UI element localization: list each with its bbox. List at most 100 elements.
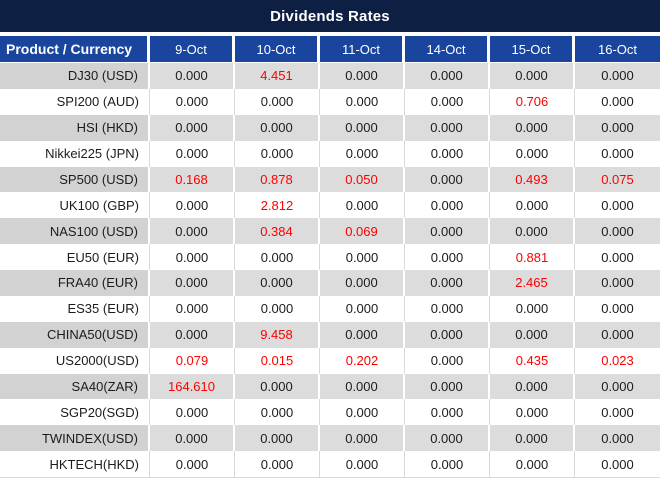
value-cell: 0.000 xyxy=(235,425,320,452)
value-cell: 0.069 xyxy=(320,218,405,245)
value-cell: 0.000 xyxy=(150,321,235,348)
value-cell: 0.000 xyxy=(320,295,405,322)
value-cell: 0.000 xyxy=(235,270,320,296)
table-row: UK100 (GBP) 0.000 2.812 0.000 0.000 0.000 0.00… xyxy=(0,192,660,219)
value-cell: 0.000 xyxy=(405,321,490,348)
value-cell: 0.000 xyxy=(575,63,660,89)
value-cell: 0.000 xyxy=(575,88,660,115)
value-cell: 0.493 xyxy=(490,166,575,193)
value-cell: 0.000 xyxy=(575,295,660,322)
product-cell: SP500 (USD) xyxy=(0,166,150,193)
dividends-table-body: DJ30 (USD) 0.000 4.451 0.000 0.000 0.000 0.000… xyxy=(0,63,660,478)
value-cell: 0.000 xyxy=(575,321,660,348)
value-cell: 0.000 xyxy=(235,114,320,141)
value-cell: 0.000 xyxy=(490,114,575,141)
product-cell: EU50 (EUR) xyxy=(0,244,150,270)
value-cell: 0.000 xyxy=(405,373,490,400)
table-row: SGP20(SGD) 0.000 0.000 0.000 0.000 0.000 0.000 xyxy=(0,399,660,426)
value-cell: 0.000 xyxy=(320,140,405,167)
value-cell: 0.000 xyxy=(150,399,235,426)
table-row: EU50 (EUR) 0.000 0.000 0.000 0.000 0.881 0.000 xyxy=(0,244,660,270)
product-cell: Nikkei225 (JPN) xyxy=(0,140,150,167)
product-cell: HSI (HKD) xyxy=(0,114,150,141)
value-cell: 0.000 xyxy=(405,270,490,296)
value-cell: 0.881 xyxy=(490,244,575,270)
value-cell: 0.000 xyxy=(575,451,660,477)
value-cell: 0.000 xyxy=(575,114,660,141)
panel-title-bar: Dividends Rates xyxy=(0,0,660,32)
product-cell: UK100 (GBP) xyxy=(0,192,150,219)
value-cell: 0.000 xyxy=(490,218,575,245)
value-cell: 164.610 xyxy=(150,373,235,400)
value-cell: 0.023 xyxy=(575,347,660,374)
value-cell: 0.384 xyxy=(235,218,320,245)
table-row: HKTECH(HKD) 0.000 0.000 0.000 0.000 0.000 0.00… xyxy=(0,451,660,478)
value-cell: 0.000 xyxy=(320,451,405,477)
table-row: SPI200 (AUD) 0.000 0.000 0.000 0.000 0.706 0.0… xyxy=(0,88,660,115)
value-cell: 0.000 xyxy=(235,451,320,477)
product-cell: DJ30 (USD) xyxy=(0,63,150,89)
value-cell: 0.000 xyxy=(490,425,575,452)
value-cell: 0.000 xyxy=(150,244,235,270)
value-cell: 0.000 xyxy=(150,63,235,89)
value-cell: 0.435 xyxy=(490,347,575,374)
value-cell: 0.000 xyxy=(150,218,235,245)
value-cell: 0.000 xyxy=(490,399,575,426)
value-cell: 4.451 xyxy=(235,63,320,89)
value-cell: 0.000 xyxy=(490,63,575,89)
table-row: SA40(ZAR) 164.610 0.000 0.000 0.000 0.000 0.00… xyxy=(0,373,660,400)
value-cell: 0.168 xyxy=(150,166,235,193)
value-cell: 0.000 xyxy=(235,295,320,322)
value-cell: 0.000 xyxy=(405,425,490,452)
product-cell: CHINA50(USD) xyxy=(0,321,150,348)
value-cell: 0.878 xyxy=(235,166,320,193)
value-cell: 0.000 xyxy=(235,399,320,426)
value-cell: 0.000 xyxy=(575,192,660,219)
value-cell: 0.000 xyxy=(575,373,660,400)
table-row: SP500 (USD) 0.168 0.878 0.050 0.000 0.493 0.07… xyxy=(0,166,660,193)
value-cell: 0.000 xyxy=(320,63,405,89)
value-cell: 0.000 xyxy=(150,114,235,141)
value-cell: 0.000 xyxy=(150,295,235,322)
value-cell: 0.000 xyxy=(490,192,575,219)
value-cell: 0.000 xyxy=(405,140,490,167)
table-row: NAS100 (USD) 0.000 0.384 0.069 0.000 0.000 0.0… xyxy=(0,218,660,245)
product-cell: SA40(ZAR) xyxy=(0,373,150,400)
value-cell: 0.079 xyxy=(150,347,235,374)
value-cell: 0.000 xyxy=(575,140,660,167)
table-header-row: Product / Currency 9-Oct 10-Oct 11-Oct 1… xyxy=(0,36,660,62)
value-cell: 0.000 xyxy=(150,425,235,452)
table-row: Nikkei225 (JPN) 0.000 0.000 0.000 0.000 0.000… xyxy=(0,140,660,167)
value-cell: 0.000 xyxy=(320,114,405,141)
value-cell: 0.000 xyxy=(235,244,320,270)
product-cell: NAS100 (USD) xyxy=(0,218,150,245)
table-row: CHINA50(USD) 0.000 9.458 0.000 0.000 0.000 0.0… xyxy=(0,321,660,348)
value-cell: 0.000 xyxy=(490,451,575,477)
product-cell: TWINDEX(USD) xyxy=(0,425,150,452)
value-cell: 0.000 xyxy=(150,192,235,219)
value-cell: 0.000 xyxy=(150,451,235,477)
value-cell: 2.465 xyxy=(490,270,575,296)
value-cell: 0.000 xyxy=(575,425,660,452)
table-row: FRA40 (EUR) 0.000 0.000 0.000 0.000 2.465 0.00… xyxy=(0,270,660,296)
table-row: US2000(USD) 0.079 0.015 0.202 0.000 0.435 0.02… xyxy=(0,347,660,374)
value-cell: 0.000 xyxy=(150,140,235,167)
value-cell: 0.000 xyxy=(405,88,490,115)
value-cell: 0.000 xyxy=(320,270,405,296)
value-cell: 0.000 xyxy=(405,295,490,322)
value-cell: 0.075 xyxy=(575,166,660,193)
value-cell: 0.000 xyxy=(405,192,490,219)
value-cell: 0.000 xyxy=(405,114,490,141)
value-cell: 0.000 xyxy=(405,347,490,374)
header-date-15-oct: 15-Oct xyxy=(490,36,575,62)
product-cell: SGP20(SGD) xyxy=(0,399,150,426)
value-cell: 0.000 xyxy=(575,399,660,426)
value-cell: 0.000 xyxy=(235,140,320,167)
product-cell: ES35 (EUR) xyxy=(0,295,150,322)
table-row: DJ30 (USD) 0.000 4.451 0.000 0.000 0.000 0.000 xyxy=(0,63,660,89)
header-date-14-oct: 14-Oct xyxy=(405,36,490,62)
value-cell: 0.000 xyxy=(405,166,490,193)
value-cell: 0.000 xyxy=(405,244,490,270)
product-cell: SPI200 (AUD) xyxy=(0,88,150,115)
